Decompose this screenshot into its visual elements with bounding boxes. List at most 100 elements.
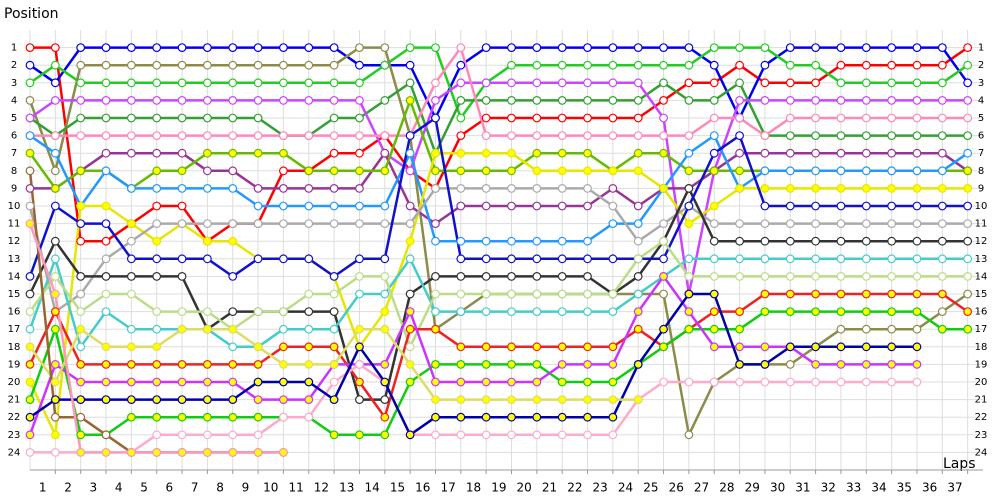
position-marker [507,412,516,422]
position-marker [50,430,60,440]
position-marker [709,377,719,387]
position-marker [177,272,187,281]
position-marker [126,342,136,352]
position-marker [456,166,466,176]
position-marker [735,60,744,70]
position-marker [177,430,187,440]
x-tick-label: 4 [115,481,123,495]
position-marker [76,60,86,70]
position-marker [937,289,947,299]
position-marker [355,377,364,387]
position-marker [431,166,440,176]
position-marker [532,377,542,387]
position-marker [380,254,390,264]
position-marker [709,272,719,281]
position-marker [887,95,897,105]
position-marker [456,113,466,123]
x-tick-label: 20 [517,481,532,495]
position-marker [937,60,947,70]
position-marker [126,236,136,246]
position-marker [279,148,288,158]
position-marker [887,307,897,317]
position-marker [912,113,922,123]
position-marker [811,236,821,246]
position-marker [557,360,567,369]
position-marker [380,395,390,405]
position-marker [633,78,643,88]
position-marker [431,395,440,405]
position-marker [507,254,516,264]
position-marker [937,113,947,123]
x-tick-label: 8 [216,481,224,495]
position-marker [329,219,339,229]
position-marker [608,412,618,422]
position-marker [126,412,136,422]
position-marker [557,272,567,281]
position-marker [253,395,263,405]
position-marker [76,43,86,52]
position-marker [101,272,111,281]
position-marker [760,131,770,141]
position-marker [279,78,288,88]
position-marker [76,272,86,281]
position-marker [126,360,136,369]
position-marker [101,307,111,317]
position-marker [659,131,668,141]
position-marker [481,360,491,369]
position-marker [861,254,871,264]
position-marker [126,78,136,88]
position-marker [760,183,770,193]
position-marker [811,360,821,369]
position-marker [887,254,897,264]
position-marker [228,60,238,70]
position-marker [25,113,35,123]
position-marker [380,201,390,211]
position-marker [355,148,364,158]
position-marker [532,342,542,352]
position-marker [329,395,339,405]
position-marker [152,201,162,211]
position-marker [811,289,821,299]
position-marker [811,201,821,211]
position-marker [228,78,238,88]
position-marker [253,412,263,422]
position-marker [228,342,238,352]
position-marker [887,324,897,334]
position-marker [709,289,719,299]
position-marker [507,131,516,141]
position-marker [507,342,516,352]
position-marker [329,272,339,281]
position-marker [355,78,364,88]
y-tick-label-right: 13 [975,254,988,265]
position-marker [76,324,86,334]
position-marker [76,113,86,123]
position-marker [836,60,846,70]
position-marker [126,113,136,123]
position-marker [608,131,618,141]
position-marker [152,324,162,334]
position-marker [608,166,618,176]
position-marker [329,60,339,70]
position-marker [177,43,187,52]
position-marker [532,289,542,299]
position-marker [583,166,592,176]
position-marker [304,131,314,141]
position-marker [177,307,187,317]
position-marker [76,430,86,440]
position-marker [963,113,973,123]
y-tick-label-right: 12 [975,236,988,247]
x-tick-label: 16 [415,481,430,495]
position-marker [50,272,60,281]
position-marker [887,342,897,352]
position-marker [608,254,618,264]
position-marker [304,78,314,88]
y-tick-label: 3 [11,78,17,89]
position-marker [811,131,821,141]
position-marker [709,254,719,264]
position-marker [329,377,339,387]
position-marker [735,95,744,105]
position-marker [684,95,694,105]
position-marker [126,272,136,281]
position-marker [760,377,770,387]
position-marker [101,360,111,369]
